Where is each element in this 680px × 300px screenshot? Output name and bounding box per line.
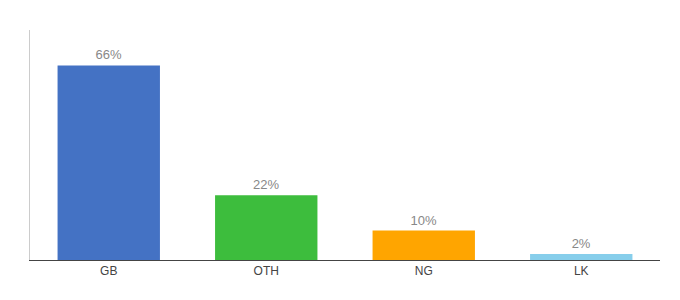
- svg-text:22%: 22%: [253, 177, 279, 192]
- svg-text:LK: LK: [574, 264, 589, 278]
- svg-text:GB: GB: [100, 264, 117, 278]
- svg-text:66%: 66%: [96, 47, 122, 62]
- svg-text:2%: 2%: [572, 236, 591, 251]
- svg-text:NG: NG: [415, 264, 433, 278]
- svg-text:OTH: OTH: [254, 264, 279, 278]
- svg-text:10%: 10%: [411, 213, 437, 228]
